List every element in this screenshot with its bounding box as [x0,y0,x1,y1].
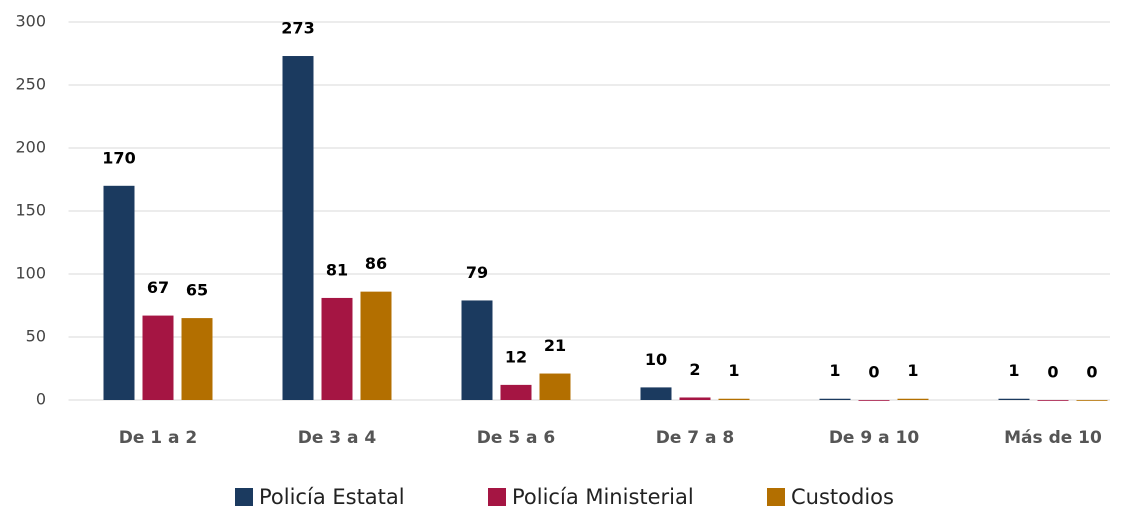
bar [103,185,135,400]
y-tick-label: 50 [26,327,46,346]
bar [539,373,571,400]
y-tick-label: 150 [15,201,46,220]
data-label: 1 [1008,361,1019,380]
x-tick-label: De 7 a 8 [656,428,735,448]
x-tick-label: Más de 10 [1004,428,1102,448]
data-label: 67 [147,278,169,297]
bar [718,398,750,400]
data-label: 170 [102,148,135,167]
data-label: 65 [186,281,208,300]
bar [819,398,851,400]
x-tick-label: De 9 a 10 [829,428,920,448]
data-label: 21 [544,336,566,355]
bar [282,56,314,401]
data-label: 10 [645,350,667,369]
bar [679,397,711,400]
y-tick-label: 300 [15,12,46,31]
x-tick-label: De 1 a 2 [119,428,198,448]
data-label: 0 [1047,363,1058,382]
bar [461,300,493,400]
bar [142,315,174,400]
legend-swatch [488,488,506,506]
legend-label: Policía Ministerial [512,485,694,509]
bar [998,398,1030,400]
bar [1037,400,1069,401]
data-label: 1 [907,361,918,380]
data-label: 81 [326,260,348,279]
data-label: 79 [466,263,488,282]
legend-swatch [767,488,785,506]
data-label: 12 [505,347,527,366]
data-label: 1 [728,361,739,380]
bar [897,398,929,400]
legend-label: Custodios [791,485,894,509]
bar [858,400,890,401]
bar [1076,400,1108,401]
data-label: 0 [1086,363,1097,382]
y-tick-label: 250 [15,75,46,94]
legend-label: Policía Estatal [259,485,405,509]
legend-swatch [235,488,253,506]
data-label: 273 [281,19,314,38]
y-tick-label: 200 [15,138,46,157]
x-tick-label: De 3 a 4 [298,428,377,448]
y-tick-label: 100 [15,264,46,283]
bar [181,318,213,400]
bar [640,387,672,400]
data-label: 86 [365,254,387,273]
y-tick-label: 0 [36,390,46,409]
data-label: 0 [868,363,879,382]
bar [321,297,353,400]
x-tick-label: De 5 a 6 [477,428,556,448]
data-label: 1 [829,361,840,380]
bar [500,384,532,400]
bar [360,291,392,400]
data-label: 2 [689,360,700,379]
